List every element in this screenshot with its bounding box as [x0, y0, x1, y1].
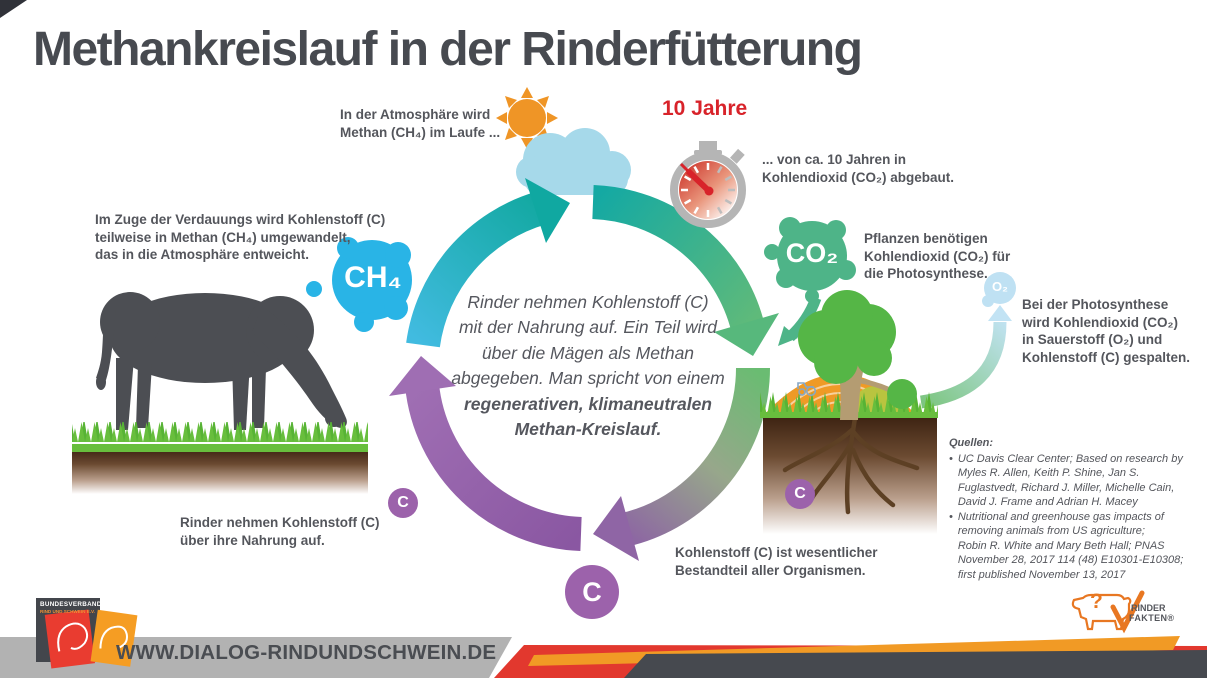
association-name-line1: BUNDESVERBAND: [40, 601, 102, 608]
stopwatch-icon: [670, 141, 746, 228]
photosynthesis-arrow: [920, 305, 1012, 409]
arrow-ch4-to-atmosphere: [406, 191, 547, 348]
label-atmosphere: In der Atmosphäre wird Methan (CH₄) im L…: [340, 107, 501, 140]
website-url: WWW.DIALOG-RINDUNDSCHWEIN.DE: [116, 641, 497, 664]
o2-bubble-icon: [982, 272, 1016, 307]
label-digestion: Im Zuge der Verdauungs wird Kohlenstoff …: [95, 212, 386, 263]
label-carbon: Kohlenstoff (C) ist wesentlicher Bestand…: [675, 545, 878, 578]
sources-block: Quellen: • UC Davis Clear Center; Based …: [949, 436, 1193, 582]
bullet: •: [949, 452, 953, 465]
cycle-description-bold: regenerativen, klimaneutralen Methan-Kre…: [463, 393, 713, 439]
ch4-label: CH₄: [344, 261, 402, 294]
cycle-ring: [389, 178, 779, 561]
source-item: • Nutritional and greenhouse gas impacts…: [949, 510, 1193, 583]
rinderfakten-text-line1: RINDER: [1131, 603, 1166, 613]
page-title: Methankreislauf in der Rinderfütterung: [33, 23, 863, 76]
label-plants: Pflanzen benötigen Kohlendioxid (CO₂) fü…: [864, 231, 1011, 282]
tree-scene: [760, 290, 938, 534]
arrow-co2-to-carbon: [619, 367, 771, 547]
footer-band: [0, 636, 1207, 678]
source-text: UC Davis Clear Center; Based on research…: [957, 452, 1183, 509]
bullet: •: [949, 510, 953, 523]
carbon-circle-left: [388, 488, 418, 518]
rinderfakten-cow-icon: [1071, 593, 1132, 631]
brs-logo: [36, 598, 138, 669]
rinderfakten-logo: [1071, 590, 1145, 634]
sources-heading: Quellen:: [949, 437, 994, 449]
label-ten-years: 10 Jahre: [662, 97, 748, 120]
carbon-letter-bottom: C: [582, 577, 602, 607]
arrowhead-left: [389, 356, 456, 396]
ch4-cloud-icon: [306, 237, 412, 332]
o2-label: O₂: [992, 279, 1008, 294]
rinderfakten-text-line2: FAKTEN®: [1129, 613, 1175, 623]
label-intake: Rinder nehmen Kohlenstoff (C) über ihre …: [180, 515, 380, 548]
co2-label: CO₂: [785, 238, 839, 268]
carbon-letter-left: C: [397, 494, 409, 511]
arrow-carbon-to-cow: [405, 382, 582, 551]
cycle-description-regular: Rinder nehmen Kohlenstoff (C) mit der Na…: [451, 292, 725, 389]
tractor-icon: [797, 382, 817, 397]
tree-roots: [782, 415, 920, 515]
cow-scene: [72, 292, 368, 494]
cow-soil: [72, 448, 368, 494]
cycle-description: Rinder nehmen Kohlenstoff (C) mit der Na…: [430, 290, 746, 442]
label-photosynthesis: Bei der Photosynthese wird Kohlendioxid …: [1022, 297, 1190, 365]
label-breakdown: ... von ca. 10 Jahren in Kohlendioxid (C…: [762, 152, 954, 185]
checkmark-icon: [1110, 590, 1145, 634]
brs-pig-card: [90, 609, 138, 667]
source-item: • UC Davis Clear Center; Based on resear…: [949, 452, 1193, 510]
corner-accent: [0, 0, 27, 18]
question-mark-icon: ?: [1090, 590, 1103, 613]
association-name-line2: RIND UND SCHWEIN E.V.: [40, 609, 95, 614]
cloud-icon: [516, 128, 631, 195]
carbon-circle-soil: [785, 479, 815, 509]
tree-canopy: [798, 290, 917, 409]
arrow-atmosphere-to-co2: [592, 185, 765, 333]
brs-cow-card: [44, 609, 96, 669]
carbon-letter-soil: C: [794, 485, 806, 502]
cow-silhouette: [96, 292, 347, 430]
arrowhead-bottom: [593, 496, 639, 561]
footer-dark-bar: [624, 650, 1207, 678]
arrowhead-right: [714, 313, 779, 356]
co2-cloud-icon: [764, 217, 856, 303]
source-text: Nutritional and greenhouse gas impacts o…: [957, 510, 1184, 581]
arrowhead-top: [525, 178, 570, 243]
bush: [887, 379, 917, 409]
carbon-circle-bottom: [565, 565, 619, 619]
